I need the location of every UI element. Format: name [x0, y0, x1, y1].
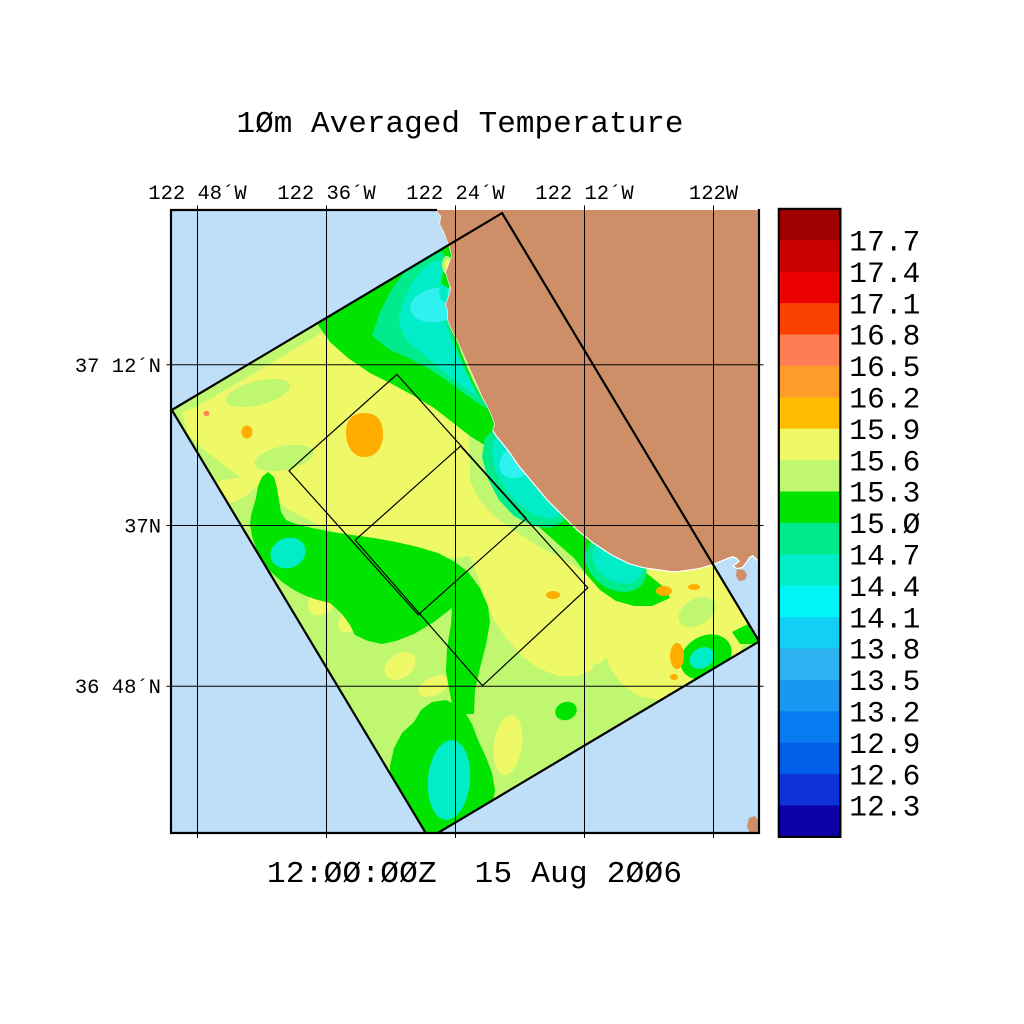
svg-text:12.3: 12.3 — [849, 791, 920, 825]
svg-text:15.6: 15.6 — [849, 445, 920, 479]
svg-text:12:ØØ:ØØZ 15 Aug 2ØØ6: 12:ØØ:ØØZ 15 Aug 2ØØ6 — [267, 857, 682, 892]
svg-text:16.8: 16.8 — [849, 320, 920, 354]
svg-text:122 36´W: 122 36´W — [277, 183, 376, 206]
svg-text:16.2: 16.2 — [849, 383, 920, 417]
svg-text:17.1: 17.1 — [849, 288, 920, 322]
svg-text:16.5: 16.5 — [849, 351, 920, 385]
svg-text:14.4: 14.4 — [849, 571, 920, 605]
svg-text:13.8: 13.8 — [849, 634, 920, 668]
svg-text:17.4: 17.4 — [849, 257, 920, 291]
svg-text:36 48´N: 36 48´N — [75, 677, 161, 700]
svg-text:12.6: 12.6 — [849, 759, 920, 793]
svg-text:12.9: 12.9 — [849, 728, 920, 762]
svg-text:15.9: 15.9 — [849, 414, 920, 448]
svg-text:122 12´W: 122 12´W — [535, 183, 634, 206]
svg-text:122 48´W: 122 48´W — [148, 183, 247, 206]
svg-text:37 12´N: 37 12´N — [75, 356, 161, 379]
svg-text:14.7: 14.7 — [849, 540, 920, 574]
svg-text:122 24´W: 122 24´W — [406, 183, 505, 206]
svg-text:14.1: 14.1 — [849, 602, 920, 636]
svg-text:15.Ø: 15.Ø — [849, 508, 920, 542]
svg-text:13.5: 13.5 — [849, 665, 920, 699]
svg-text:17.7: 17.7 — [849, 226, 920, 260]
svg-text:13.2: 13.2 — [849, 697, 920, 731]
svg-text:15.3: 15.3 — [849, 477, 920, 511]
svg-text:37N: 37N — [124, 517, 161, 540]
svg-text:122W: 122W — [689, 183, 739, 206]
svg-text:1Øm Averaged Temperature: 1Øm Averaged Temperature — [237, 107, 684, 142]
